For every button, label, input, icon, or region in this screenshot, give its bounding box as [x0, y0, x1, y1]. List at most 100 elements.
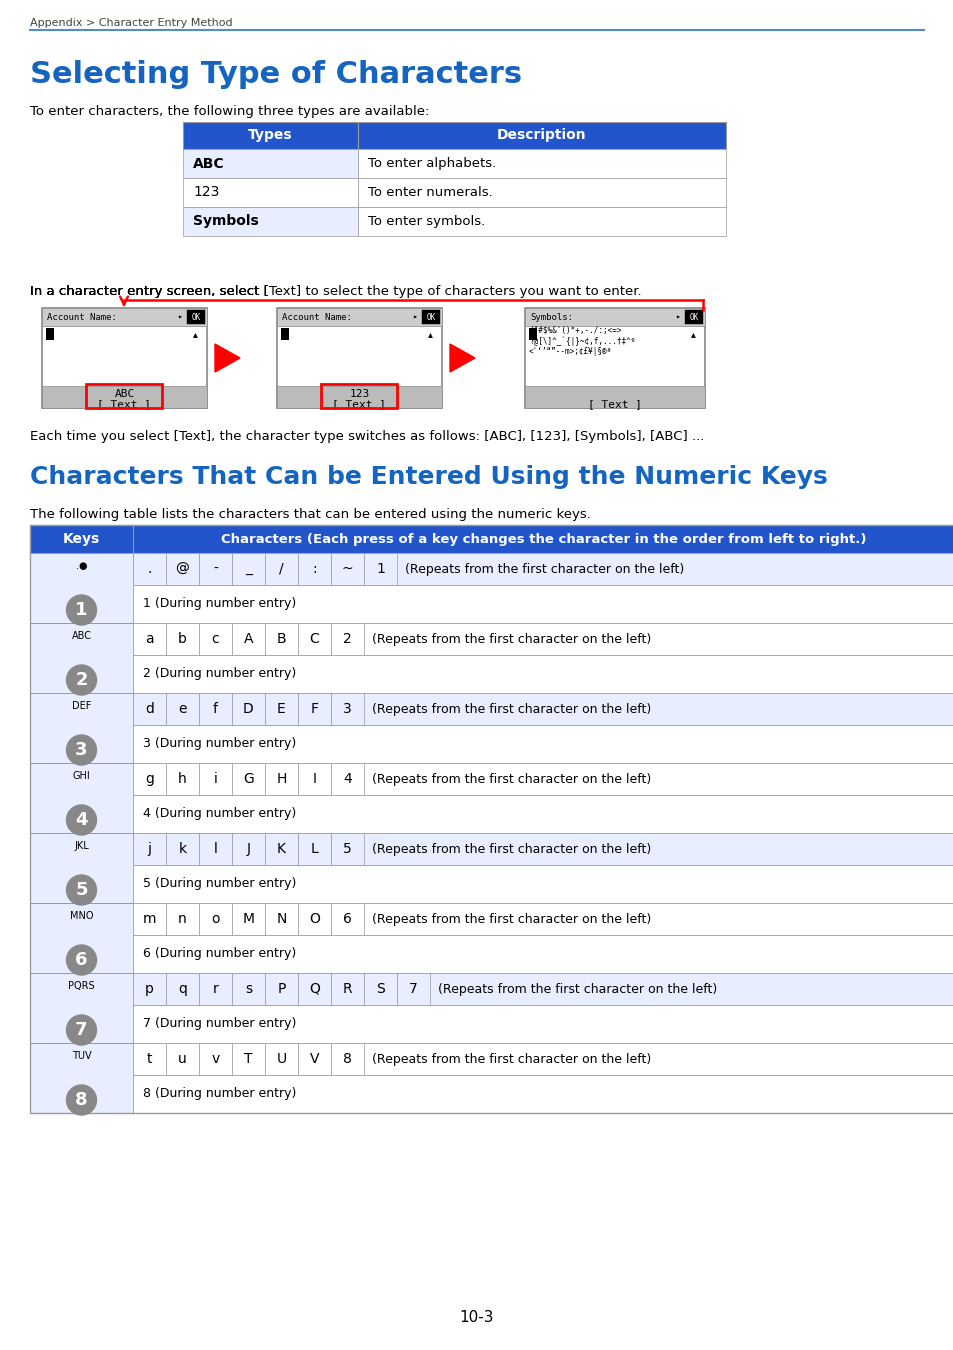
Bar [331, 554, 364, 585]
Text: The following table lists the characters that can be entered using the numeric k: The following table lists the characters… [30, 508, 590, 521]
Text: N: N [276, 913, 287, 926]
Text: 3 (During number entry): 3 (During number entry) [143, 737, 296, 751]
Bar [166, 693, 199, 725]
Bar [183, 207, 357, 236]
Text: Account Name:: Account Name: [47, 312, 117, 321]
Bar [132, 554, 953, 585]
Bar [357, 207, 725, 236]
Text: ▴: ▴ [428, 329, 433, 339]
Text: p: p [145, 981, 153, 996]
Bar [187, 310, 205, 324]
Text: 2: 2 [343, 632, 352, 647]
Text: 8: 8 [343, 1052, 352, 1066]
Bar [396, 973, 430, 1004]
Circle shape [67, 1085, 96, 1115]
Text: F: F [310, 702, 318, 716]
Bar [199, 973, 232, 1004]
Text: In a character entry screen, select [: In a character entry screen, select [ [30, 285, 269, 297]
Bar [30, 973, 132, 1044]
Text: @: @ [175, 562, 190, 576]
Text: (Repeats from the first character on the left): (Repeats from the first character on the… [372, 702, 651, 716]
Text: 7: 7 [75, 1021, 88, 1040]
Bar [265, 554, 297, 585]
Text: Characters That Can be Entered Using the Numeric Keys: Characters That Can be Entered Using the… [30, 464, 827, 489]
Text: K: K [276, 842, 286, 856]
Text: ABC: ABC [71, 630, 91, 641]
Bar [132, 973, 953, 1004]
Bar [357, 122, 725, 148]
Bar [132, 833, 166, 865]
Text: (Repeats from the first character on the left): (Repeats from the first character on the… [372, 1053, 651, 1065]
Text: V: V [310, 1052, 319, 1066]
Text: Appendix > Character Entry Method: Appendix > Character Entry Method [30, 18, 233, 28]
Polygon shape [214, 344, 240, 373]
Text: 6 (During number entry): 6 (During number entry) [143, 948, 296, 960]
Bar [132, 693, 166, 725]
Bar [132, 763, 166, 795]
Bar [46, 328, 54, 340]
Text: 1 (During number entry): 1 (During number entry) [143, 598, 296, 610]
Bar [166, 973, 199, 1004]
Text: Characters (Each press of a key changes the character in the order from left to : Characters (Each press of a key changes … [220, 532, 865, 545]
Text: 4: 4 [75, 811, 88, 829]
Text: t: t [147, 1052, 152, 1066]
Bar [199, 693, 232, 725]
Text: 5: 5 [343, 842, 352, 856]
Text: Symbols:: Symbols: [530, 312, 573, 321]
Bar [232, 833, 265, 865]
Text: ?@[\]^_`{|}~¢,f,...†‡^º: ?@[\]^_`{|}~¢,f,...†‡^º [529, 336, 635, 346]
Text: a: a [145, 632, 153, 647]
Text: 2 (During number entry): 2 (During number entry) [143, 667, 296, 680]
Bar [265, 1044, 297, 1075]
Circle shape [67, 734, 96, 765]
Text: 1: 1 [75, 601, 88, 620]
Text: 123: 123 [193, 185, 219, 200]
Bar [297, 833, 331, 865]
Bar [276, 308, 441, 325]
Bar [132, 1075, 953, 1112]
Text: O: O [309, 913, 319, 926]
Text: L: L [311, 842, 318, 856]
Text: I: I [313, 772, 316, 786]
Bar [265, 833, 297, 865]
Text: ~: ~ [341, 562, 353, 576]
Bar [42, 308, 207, 325]
Text: OK: OK [689, 312, 698, 321]
Bar [524, 386, 704, 408]
Text: TUV: TUV [71, 1052, 91, 1061]
Bar [42, 308, 207, 408]
Text: /: / [279, 562, 283, 576]
Text: 4 (During number entry): 4 (During number entry) [143, 807, 296, 821]
Bar [132, 554, 166, 585]
Bar [30, 693, 132, 763]
Bar [331, 973, 364, 1004]
Text: 8 (During number entry): 8 (During number entry) [143, 1088, 296, 1100]
Text: Symbols: Symbols [193, 215, 258, 228]
Bar [265, 903, 297, 936]
Text: 6: 6 [75, 950, 88, 969]
Bar [524, 308, 704, 408]
Text: PQRS: PQRS [68, 981, 94, 991]
Text: 123: 123 [349, 389, 369, 400]
Bar [199, 622, 232, 655]
Text: l: l [213, 842, 217, 856]
Text: C: C [310, 632, 319, 647]
Bar [132, 865, 953, 903]
Text: u: u [178, 1052, 187, 1066]
Bar [132, 1044, 166, 1075]
Polygon shape [450, 344, 475, 373]
Text: 6: 6 [343, 913, 352, 926]
Text: (Repeats from the first character on the left): (Repeats from the first character on the… [437, 983, 717, 995]
Text: j: j [148, 842, 152, 856]
Bar [166, 763, 199, 795]
Bar [132, 585, 953, 622]
Bar [331, 622, 364, 655]
Text: 2: 2 [75, 671, 88, 689]
Bar [199, 554, 232, 585]
Bar [232, 554, 265, 585]
Text: 7: 7 [409, 981, 417, 996]
Bar [132, 525, 953, 553]
Text: g: g [145, 772, 153, 786]
Text: 3: 3 [343, 702, 352, 716]
Bar [199, 903, 232, 936]
